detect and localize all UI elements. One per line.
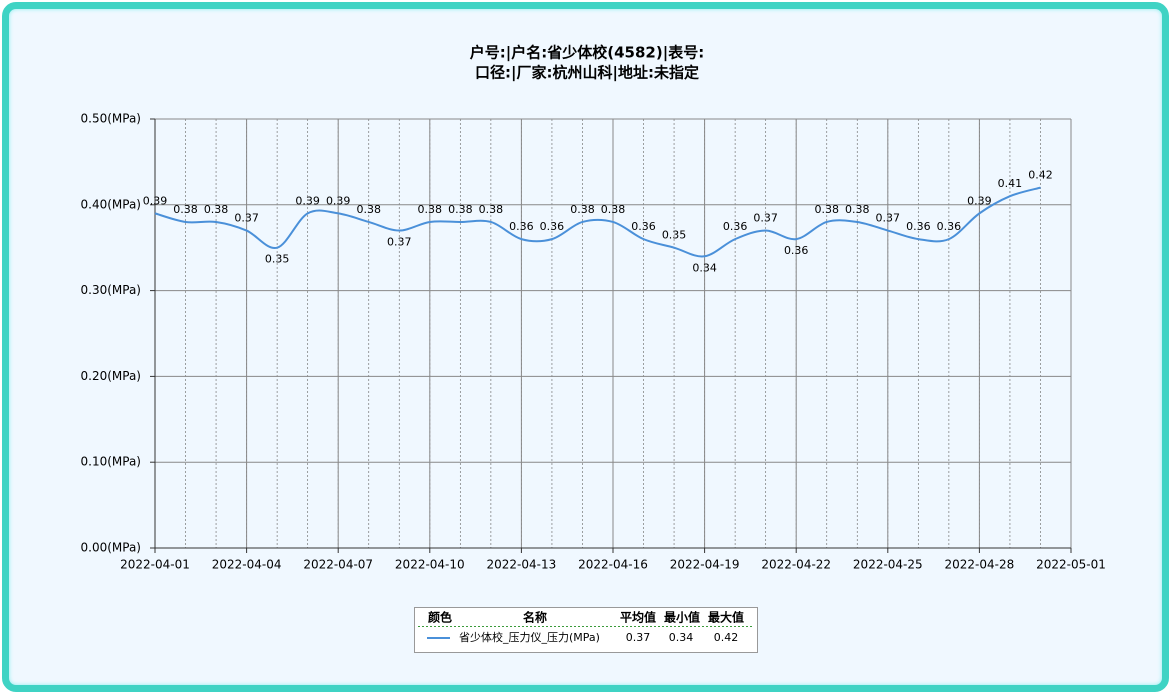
data-label: 0.36 <box>540 220 565 233</box>
chart-title: 户号:|户名:省少体校(4582)|表号: <box>470 44 704 63</box>
data-label: 0.41 <box>998 177 1023 190</box>
x-tick-label: 2022-04-19 <box>670 558 740 572</box>
data-label: 0.38 <box>845 203 870 216</box>
data-label: 0.42 <box>1028 169 1053 182</box>
data-label: 0.38 <box>204 203 229 216</box>
data-label: 0.38 <box>173 203 198 216</box>
legend-stat: 0.34 <box>669 631 694 644</box>
data-label: 0.37 <box>876 212 901 225</box>
data-label: 0.36 <box>906 220 931 233</box>
legend-box <box>414 607 758 653</box>
x-tick-label: 2022-04-16 <box>578 558 648 572</box>
y-tick-label: 0.50(MPa) <box>81 112 142 126</box>
data-label: 0.36 <box>631 220 656 233</box>
x-tick-label: 2022-04-22 <box>761 558 831 572</box>
chart-subtitle: 口径:|厂家:杭州山科|地址:未指定 <box>475 64 699 83</box>
data-label: 0.38 <box>418 203 443 216</box>
data-label: 0.36 <box>784 244 809 257</box>
legend-header: 最小值 <box>664 610 700 625</box>
legend-stat: 0.37 <box>626 631 651 644</box>
x-tick-label: 2022-04-13 <box>487 558 557 572</box>
data-label: 0.36 <box>509 220 534 233</box>
y-tick-label: 0.30(MPa) <box>81 283 142 297</box>
data-label: 0.39 <box>326 194 351 207</box>
y-tick-label: 0.10(MPa) <box>81 455 142 469</box>
data-label: 0.37 <box>387 236 412 249</box>
data-label: 0.38 <box>570 203 595 216</box>
y-tick-label: 0.40(MPa) <box>81 197 142 211</box>
legend-header: 最大值 <box>708 610 744 625</box>
x-tick-label: 2022-04-07 <box>303 558 373 572</box>
data-label: 0.39 <box>967 194 992 207</box>
data-label: 0.39 <box>295 194 320 207</box>
x-tick-label: 2022-05-01 <box>1036 558 1106 572</box>
data-label: 0.38 <box>479 203 504 216</box>
data-label: 0.35 <box>265 253 290 266</box>
data-label: 0.35 <box>662 229 687 242</box>
legend-label: 省少体校_压力仪_压力(MPa) <box>459 630 600 644</box>
legend-stat: 0.42 <box>714 631 739 644</box>
legend-header: 颜色 <box>428 610 452 625</box>
x-tick-label: 2022-04-25 <box>853 558 923 572</box>
legend-header: 名称 <box>523 610 547 625</box>
data-label: 0.38 <box>448 203 473 216</box>
x-tick-label: 2022-04-04 <box>212 558 282 572</box>
x-tick-label: 2022-04-28 <box>945 558 1015 572</box>
x-tick-label: 2022-04-01 <box>120 558 190 572</box>
data-label: 0.34 <box>692 261 717 274</box>
data-label: 0.39 <box>143 194 168 207</box>
data-label: 0.36 <box>723 220 748 233</box>
y-tick-label: 0.20(MPa) <box>81 369 142 383</box>
data-label: 0.38 <box>814 203 839 216</box>
y-tick-label: 0.00(MPa) <box>81 541 142 555</box>
data-label: 0.37 <box>234 212 259 225</box>
x-tick-label: 2022-04-10 <box>395 558 465 572</box>
data-label: 0.38 <box>356 203 381 216</box>
data-label: 0.36 <box>937 220 962 233</box>
legend-header: 平均值 <box>620 610 656 625</box>
line-series <box>154 186 1041 258</box>
data-label: 0.37 <box>753 212 778 225</box>
data-label: 0.38 <box>601 203 626 216</box>
